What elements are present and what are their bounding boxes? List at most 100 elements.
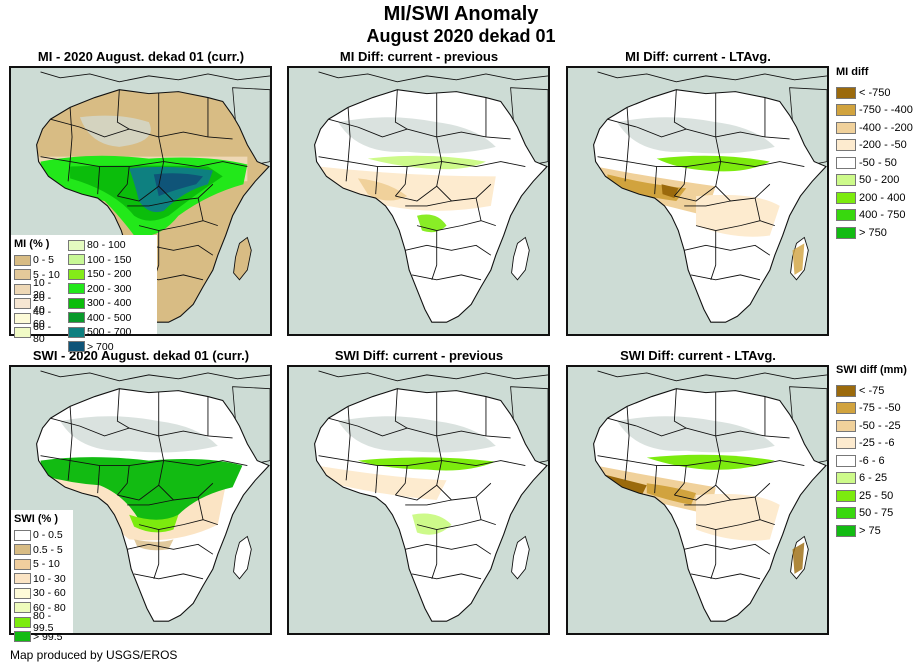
legend-title: MI (% ) xyxy=(14,238,50,250)
country-border xyxy=(695,519,761,531)
legend-swatch xyxy=(836,384,856,397)
country-border xyxy=(715,92,722,162)
anomaly-region xyxy=(617,416,775,453)
legend-swatch xyxy=(68,283,85,295)
country-border xyxy=(117,185,159,202)
country-border xyxy=(626,107,630,162)
country-border xyxy=(674,484,716,501)
panel-title-mi-diff-previous: MI Diff: current - previous xyxy=(339,49,499,64)
legend-label: -75 - -50 xyxy=(859,402,901,415)
country-border xyxy=(431,529,438,579)
country-border xyxy=(624,460,628,481)
legend-item: 60 - 80 xyxy=(14,321,64,345)
legend-label: 0.5 - 5 xyxy=(33,543,63,556)
country-border xyxy=(394,89,408,130)
legend-swatch xyxy=(836,472,856,485)
map-mi-diff-ltavg xyxy=(566,66,829,336)
legend-item: < -75 xyxy=(836,382,907,400)
page-subtitle: August 2020 dekad 01 xyxy=(366,26,556,46)
europe-coastline xyxy=(318,71,548,83)
country-border xyxy=(347,107,351,162)
legend-item: 200 - 400 xyxy=(836,189,913,207)
legend-item: 80 - 100 xyxy=(68,238,131,253)
legend-swatch xyxy=(14,558,31,570)
legend-item: < -750 xyxy=(836,84,913,102)
country-border xyxy=(654,166,658,195)
country-border xyxy=(710,230,717,280)
legend-label: > 75 xyxy=(859,524,881,537)
legend-item: 6 - 25 xyxy=(836,470,907,488)
legend-swatch xyxy=(836,226,856,239)
legend-label: 400 - 750 xyxy=(859,209,906,222)
legend-swatch xyxy=(836,121,856,134)
country-border xyxy=(134,573,204,580)
country-border xyxy=(117,166,130,197)
madagascar xyxy=(511,236,530,281)
country-border xyxy=(117,484,159,501)
country-border xyxy=(395,465,408,496)
legend-item: 10 - 20 xyxy=(14,277,64,301)
country-border xyxy=(684,244,771,256)
country-border xyxy=(405,200,452,207)
legend-label: 60 - 80 xyxy=(33,320,52,345)
legend-swatch xyxy=(14,269,31,281)
legend-item: -50 - 50 xyxy=(836,154,913,172)
legend-label: 80 - 100 xyxy=(87,239,126,252)
legend-item: 0 - 5 xyxy=(14,253,64,268)
country-border xyxy=(684,499,731,506)
legend-label: -750 - -400 xyxy=(859,104,913,117)
legend-item: 0 - 0.5 xyxy=(14,528,70,543)
legend-swatch xyxy=(68,326,85,338)
legend-label: 25 - 50 xyxy=(859,489,894,502)
anomaly-region xyxy=(357,178,408,201)
country-border xyxy=(715,391,722,461)
legend-swatch xyxy=(836,524,856,537)
legend-swatch xyxy=(68,297,85,309)
panel-title-swi-diff-ltavg: SWI Diff: current - LTAvg. xyxy=(620,348,776,363)
legend-item: > 750 xyxy=(836,224,913,242)
country-border xyxy=(754,197,775,227)
legend-label: 0 - 0.5 xyxy=(33,529,63,542)
country-border xyxy=(117,465,130,496)
legend-swatch xyxy=(14,544,31,556)
legend-title: MI diff xyxy=(836,66,869,78)
legend-swatch xyxy=(68,254,85,266)
legend-swatch xyxy=(836,156,856,169)
legend-item: > 700 xyxy=(68,340,131,355)
anomaly-region xyxy=(412,513,452,535)
anomaly-region xyxy=(40,457,243,524)
country-border xyxy=(394,388,408,429)
legend-label: -50 - 50 xyxy=(859,156,897,169)
country-border xyxy=(674,166,687,197)
panel-title-mi-current: MI - 2020 August. dekad 01 (curr.) xyxy=(37,49,245,64)
legend-item: 40 - 60 xyxy=(14,306,64,330)
country-border xyxy=(431,230,438,280)
country-border xyxy=(395,166,408,197)
legend-item: 150 - 200 xyxy=(68,267,131,282)
country-border xyxy=(754,496,775,526)
coastline xyxy=(593,388,827,622)
map-swi-diff-ltavg xyxy=(566,365,829,635)
africa-map xyxy=(593,71,827,323)
europe-coastline xyxy=(597,71,827,83)
country-border xyxy=(40,455,248,466)
legend-item: 20 - 40 xyxy=(14,292,64,316)
legend-swatch xyxy=(68,312,85,324)
legend-item: 30 - 60 xyxy=(14,586,70,601)
anomaly-region xyxy=(60,416,218,453)
country-border xyxy=(138,220,204,232)
legend-label: 50 - 200 xyxy=(859,174,900,187)
legend-swatch xyxy=(14,529,31,541)
africa-map xyxy=(314,370,548,622)
country-border xyxy=(97,465,101,494)
country-border xyxy=(691,573,761,580)
legend-item: 10 - 30 xyxy=(14,572,70,587)
legend-item: 0.5 - 5 xyxy=(14,543,70,558)
anomaly-region xyxy=(367,155,486,170)
legend-swatch xyxy=(14,298,31,310)
country-border xyxy=(158,391,165,461)
country-border xyxy=(347,406,351,461)
legend-label: 30 - 60 xyxy=(33,587,66,600)
page-title: MI/SWI Anomaly xyxy=(383,3,539,25)
anomaly-region xyxy=(646,483,697,505)
